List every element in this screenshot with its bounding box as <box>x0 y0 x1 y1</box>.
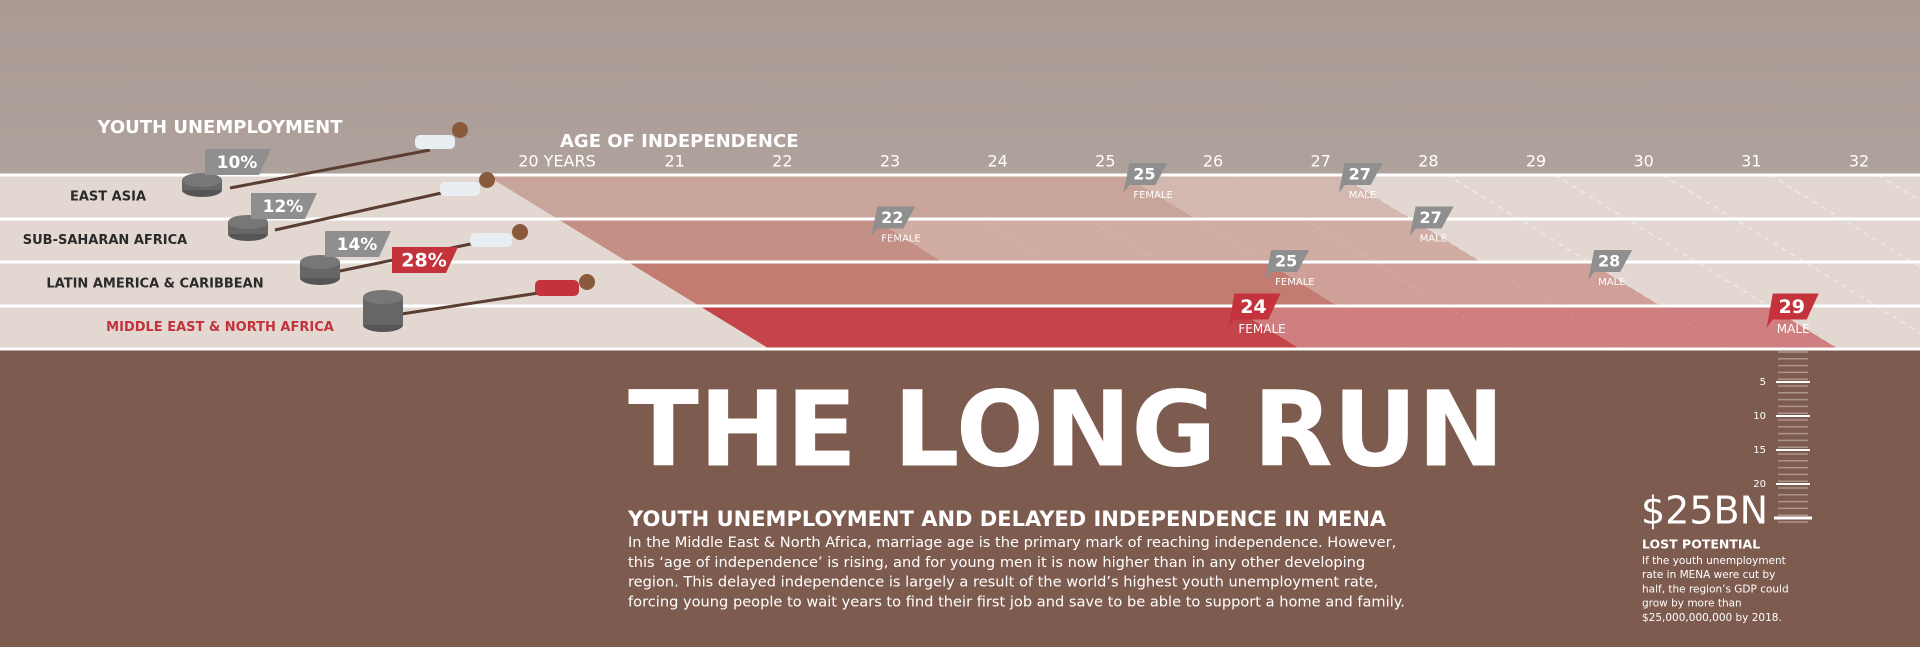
x-tick-label: 30 <box>1633 152 1653 171</box>
x-tick-label: 21 <box>664 152 684 171</box>
male-bar <box>1229 306 1838 350</box>
main-title: THE LONG RUN <box>628 368 1504 490</box>
infographic: YOUTH UNEMPLOYMENT AGE OF INDEPENDENCE 2… <box>0 0 1920 647</box>
age-label: FEMALE <box>1133 190 1172 201</box>
age-value: 27 <box>1419 208 1441 227</box>
age-value: 28 <box>1598 252 1620 271</box>
age-value: 29 <box>1779 296 1805 318</box>
age-label: MALE <box>1777 322 1810 336</box>
x-tick-label: 24 <box>987 152 1007 171</box>
body-line: In the Middle East & North Africa, marri… <box>628 534 1396 551</box>
x-tick-label: 31 <box>1741 152 1761 171</box>
potential-line: grow by more than <box>1642 598 1742 610</box>
potential-line: $25,000,000,000 by 2018. <box>1642 612 1782 624</box>
age-label: FEMALE <box>1238 322 1285 336</box>
scale-label: 5 <box>1760 377 1766 388</box>
age-value: 24 <box>1240 296 1266 318</box>
age-value: 27 <box>1349 165 1371 184</box>
male-bar <box>872 219 1481 263</box>
potential-line: If the youth unemployment <box>1642 555 1786 567</box>
potential-line: half, the region’s GDP could <box>1642 583 1789 595</box>
x-tick-label: 20 YEARS <box>518 152 596 171</box>
region-label: SUB-SAHARAN AFRICA <box>23 233 187 248</box>
age-value: 25 <box>1275 252 1297 271</box>
age-label: FEMALE <box>1275 277 1314 288</box>
subtitle: YOUTH UNEMPLOYMENT AND DELAYED INDEPENDE… <box>627 507 1387 531</box>
potential-title: LOST POTENTIAL <box>1642 537 1760 552</box>
body-line: region. This delayed independence is lar… <box>628 574 1378 591</box>
unemployment-title: YOUTH UNEMPLOYMENT <box>96 117 343 138</box>
body-line: this ‘age of independence’ is rising, an… <box>628 554 1365 571</box>
potential-text: If the youth unemployment rate in MENA we… <box>1642 555 1789 624</box>
region-label: LATIN AMERICA & CARIBBEAN <box>46 277 263 292</box>
region-label: MIDDLE EAST & NORTH AFRICA <box>106 320 334 335</box>
x-tick-label: 32 <box>1849 152 1869 171</box>
age-label: MALE <box>1420 234 1447 245</box>
female-bar <box>699 306 1301 350</box>
unemployment-value: 14% <box>337 235 378 255</box>
body-line: forcing young people to wait years to fi… <box>628 593 1405 610</box>
unemployment-value: 28% <box>401 250 446 272</box>
age-label: FEMALE <box>881 234 920 245</box>
x-tick-label: 25 <box>1095 152 1115 171</box>
age-label: MALE <box>1349 190 1376 201</box>
potential-line: rate in MENA were cut by <box>1642 569 1775 581</box>
x-tick-label: 27 <box>1310 152 1330 171</box>
female-bar <box>628 262 1337 306</box>
female-bar <box>486 175 1195 219</box>
age-value: 25 <box>1133 165 1155 184</box>
x-tick-label: 26 <box>1203 152 1223 171</box>
unemployment-value: 12% <box>263 197 304 217</box>
unemployment-value: 10% <box>217 153 258 173</box>
scale-label: 10 <box>1753 411 1766 422</box>
potential-value: $25BN <box>1641 489 1768 533</box>
region-label: EAST ASIA <box>70 190 146 205</box>
age-value: 22 <box>881 208 903 227</box>
x-tick-label: 22 <box>772 152 792 171</box>
scale-label: 15 <box>1753 445 1766 456</box>
axis-title: AGE OF INDEPENDENCE <box>560 131 799 152</box>
x-tick-label: 28 <box>1418 152 1438 171</box>
x-tick-label: 29 <box>1526 152 1546 171</box>
x-tick-label: 23 <box>880 152 900 171</box>
age-label: MALE <box>1598 277 1625 288</box>
